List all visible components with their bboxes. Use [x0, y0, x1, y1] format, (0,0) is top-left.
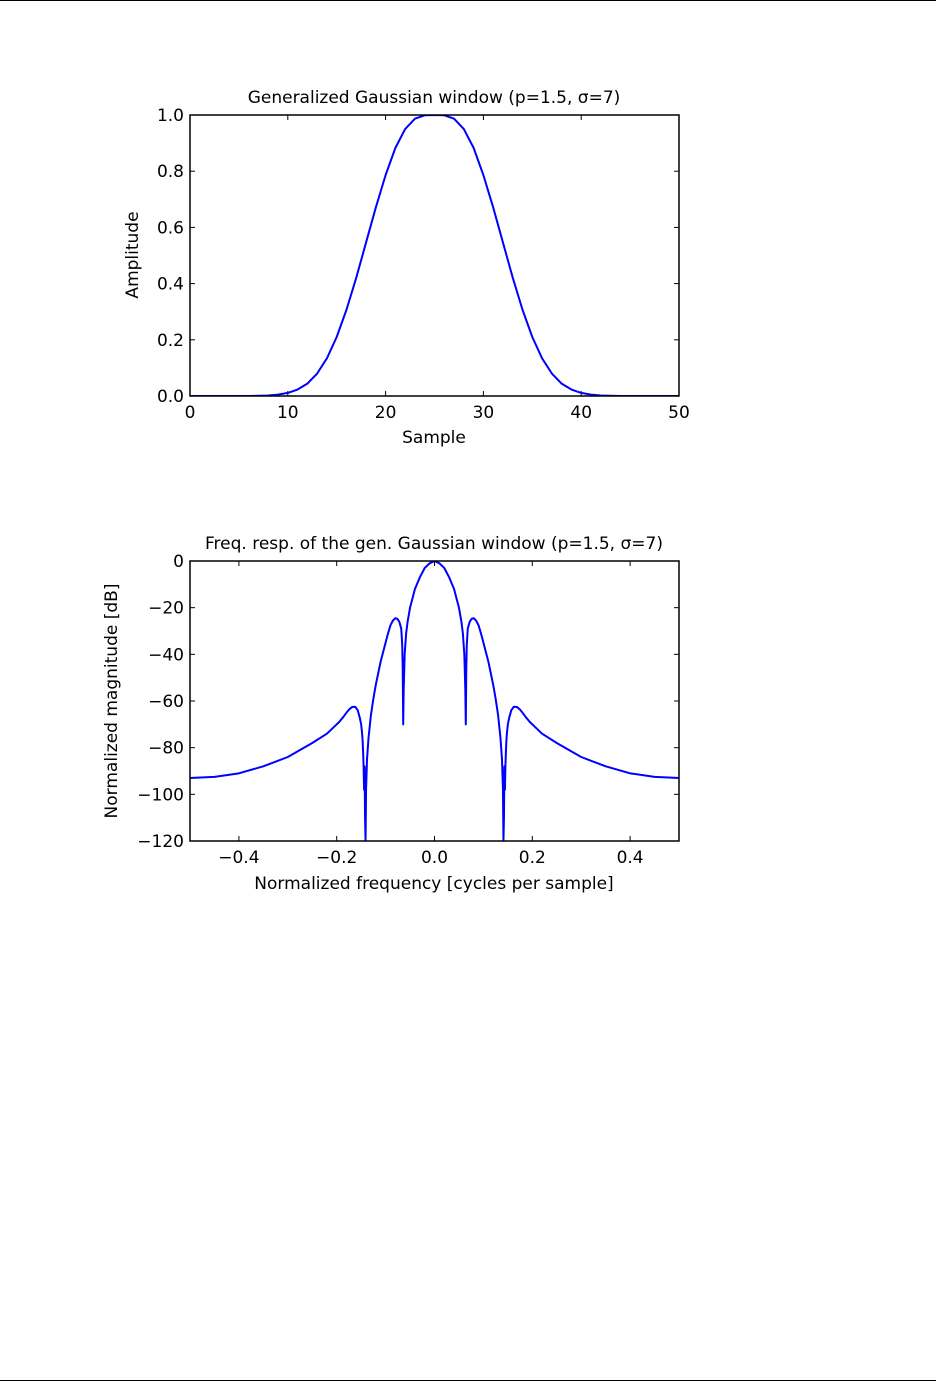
plot-frame — [189, 114, 680, 397]
y-tick-label: −40 — [148, 645, 184, 665]
chart-title: Generalized Gaussian window (p=1.5, σ=7) — [248, 88, 621, 108]
x-tick-label: 0.2 — [519, 848, 546, 868]
x-tick-label: 0 — [185, 403, 196, 423]
x-tick-label: −0.2 — [316, 848, 357, 868]
x-tick-label: 0.4 — [617, 848, 644, 868]
y-tick-label: 0 — [173, 552, 184, 572]
y-tick-label: 0.6 — [157, 218, 184, 238]
series-line — [190, 115, 679, 396]
frequency-response-chart: Freq. resp. of the gen. Gaussian window … — [102, 534, 680, 894]
x-tick-label: 10 — [277, 403, 299, 423]
y-tick-label: 0.0 — [157, 387, 184, 407]
y-tick-label: 0.4 — [157, 275, 184, 295]
plot-frame — [189, 560, 680, 842]
y-tick-label: −60 — [148, 692, 184, 712]
x-tick-label: 50 — [668, 403, 690, 423]
x-tick-label: 0.0 — [421, 848, 448, 868]
y-tick-label: 0.2 — [157, 331, 184, 351]
y-tick-label: −120 — [137, 832, 184, 852]
series-line — [190, 561, 679, 841]
x-tick-label: 40 — [570, 403, 592, 423]
x-tick-label: 30 — [473, 403, 495, 423]
y-axis-label: Amplitude — [123, 211, 143, 298]
x-tick-label: 20 — [375, 403, 397, 423]
y-tick-label: 1.0 — [157, 106, 184, 126]
y-tick-label: −20 — [148, 599, 184, 619]
page-bottom-rule — [0, 1380, 936, 1381]
y-tick-label: −80 — [148, 739, 184, 759]
y-tick-label: 0.8 — [157, 162, 184, 182]
x-axis-label: Sample — [402, 428, 466, 448]
window-chart: Generalized Gaussian window (p=1.5, σ=7)… — [123, 88, 690, 448]
y-axis-label: Normalized magnitude [dB] — [102, 584, 122, 819]
page-top-rule — [0, 0, 936, 1]
x-axis-label: Normalized frequency [cycles per sample] — [254, 874, 613, 894]
y-tick-label: −100 — [137, 785, 184, 805]
chart-title: Freq. resp. of the gen. Gaussian window … — [205, 534, 663, 554]
x-tick-label: −0.4 — [218, 848, 259, 868]
